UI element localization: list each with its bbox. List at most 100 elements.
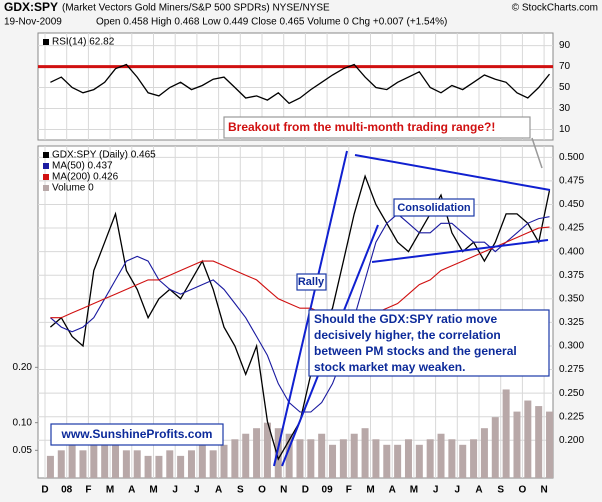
volume-bar bbox=[285, 433, 293, 478]
volume-bar bbox=[329, 444, 337, 478]
x-tick-label: D bbox=[41, 485, 48, 496]
volume-bar bbox=[101, 444, 109, 478]
volume-bar bbox=[263, 422, 271, 478]
legend-label: GDX:SPY (Daily) 0.465 bbox=[52, 150, 156, 161]
x-tick-label: N bbox=[280, 485, 287, 496]
volume-bar bbox=[535, 406, 543, 478]
volume-bar bbox=[296, 439, 304, 478]
note-line: between PM stocks and the general bbox=[314, 344, 517, 358]
x-tick-label: A bbox=[128, 485, 135, 496]
note-line: decisively higher, the correlation bbox=[314, 328, 501, 342]
y-tick-label: 90 bbox=[559, 40, 571, 51]
x-tick-label: A bbox=[389, 485, 396, 496]
y-tick-label: 0.250 bbox=[559, 388, 584, 399]
trend-line bbox=[354, 154, 551, 191]
y-tick-label: 0.400 bbox=[559, 246, 584, 257]
legend-swatch bbox=[43, 39, 49, 45]
y-tick-label: 10 bbox=[559, 124, 571, 135]
legend-swatch bbox=[43, 185, 49, 191]
y-tick-label: 0.425 bbox=[559, 223, 584, 234]
y-tick-label: 50 bbox=[559, 82, 571, 93]
volume-bar bbox=[426, 439, 434, 478]
x-tick-label: M bbox=[410, 485, 418, 496]
volume-bar bbox=[177, 455, 185, 478]
volume-bar bbox=[470, 439, 478, 478]
volume-bar bbox=[166, 450, 174, 478]
volume-bar bbox=[513, 411, 521, 478]
breakout-box bbox=[223, 116, 531, 139]
y-tick-label: 0.450 bbox=[559, 199, 584, 210]
volume-bar bbox=[459, 444, 467, 478]
x-tick-label: D bbox=[302, 485, 309, 496]
rally-box bbox=[296, 273, 327, 291]
x-tick-label: A bbox=[475, 485, 482, 496]
y2-tick-label: 0.10 bbox=[13, 417, 33, 428]
website-box bbox=[50, 423, 224, 446]
x-tick-label: 09 bbox=[322, 485, 334, 496]
volume-bar bbox=[242, 433, 250, 478]
y2-tick-label: 0.20 bbox=[13, 362, 33, 373]
volume-bar bbox=[231, 439, 239, 478]
website: www.SunshineProfits.com bbox=[61, 427, 213, 441]
y-tick-label: 0.275 bbox=[559, 364, 584, 375]
volume-bar bbox=[90, 439, 98, 478]
legend-swatch bbox=[43, 152, 49, 158]
x-tick-label: J bbox=[455, 485, 461, 496]
volume-bar bbox=[546, 411, 554, 478]
volume-bar bbox=[144, 455, 152, 478]
marks: 10 30 50 70 90 RSI(14) 62.82 D 08 F M A M J J A S O N D 09 F… bbox=[13, 33, 584, 496]
y-tick-label: 70 bbox=[559, 61, 571, 72]
consolidation-box bbox=[393, 198, 475, 217]
trend-line bbox=[273, 150, 348, 467]
y-tick-label: 0.225 bbox=[559, 411, 584, 422]
volume-bar bbox=[502, 389, 510, 478]
y-tick-label: 0.500 bbox=[559, 152, 584, 163]
legend-swatch bbox=[43, 163, 49, 169]
legend-swatch bbox=[43, 174, 49, 180]
volume-bar bbox=[253, 428, 261, 478]
credit: © StockCharts.com bbox=[512, 3, 598, 14]
y2-tick-label: 0.05 bbox=[13, 445, 33, 456]
volume-bar bbox=[404, 439, 412, 478]
volume-bar bbox=[339, 439, 347, 478]
volume-bar bbox=[133, 450, 141, 478]
series-line bbox=[50, 226, 550, 319]
legend-label: MA(50) 0.437 bbox=[52, 161, 113, 172]
volume-bar bbox=[480, 428, 488, 478]
volume-bar bbox=[524, 400, 532, 478]
breakout-label: Breakout from the multi-month trading ra… bbox=[228, 120, 495, 134]
chart-title: GDX:SPY bbox=[4, 0, 58, 14]
x-tick-label: J bbox=[433, 485, 439, 496]
volume-bar bbox=[112, 433, 120, 478]
volume-bar bbox=[209, 450, 217, 478]
note-box bbox=[308, 309, 550, 377]
series-line bbox=[50, 213, 550, 413]
x-tick-label: J bbox=[172, 485, 178, 496]
y-tick-label: 0.200 bbox=[559, 435, 584, 446]
x-tick-label: N bbox=[540, 485, 547, 496]
arrow bbox=[531, 137, 543, 169]
x-tick-label: S bbox=[497, 485, 504, 496]
volume-bar bbox=[437, 433, 445, 478]
x-tick-label: F bbox=[346, 485, 352, 496]
volume-bar bbox=[383, 444, 391, 478]
x-tick-label: M bbox=[106, 485, 114, 496]
y-tick-label: 0.350 bbox=[559, 293, 584, 304]
volume-bar bbox=[372, 439, 380, 478]
x-tick-label: F bbox=[85, 485, 91, 496]
volume-bar bbox=[198, 444, 206, 478]
volume-bar bbox=[350, 433, 358, 478]
y-tick-label: 30 bbox=[559, 103, 571, 114]
volume-bar bbox=[79, 450, 87, 478]
consolidation-label: Consolidation bbox=[397, 202, 471, 214]
y-tick-label: 0.325 bbox=[559, 317, 584, 328]
rally-label: Rally bbox=[298, 276, 325, 288]
volume-bar bbox=[220, 444, 228, 478]
volume-bar bbox=[318, 433, 326, 478]
volume-bar bbox=[68, 444, 76, 478]
note-line: Should the GDX:SPY ratio move bbox=[314, 312, 497, 326]
volume-bar bbox=[155, 455, 163, 478]
x-tick-label: O bbox=[258, 485, 266, 496]
